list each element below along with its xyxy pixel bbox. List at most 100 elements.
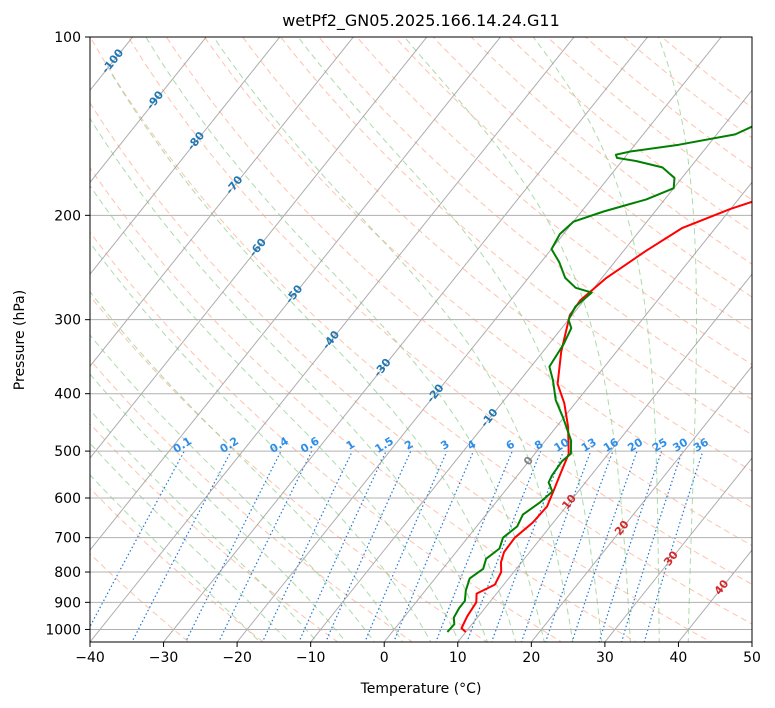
skewed-isotherms	[0, 24, 752, 654]
isotherm-label: -50	[283, 282, 306, 306]
mixing-ratio-line	[90, 450, 185, 628]
moist-adiabat	[90, 442, 290, 642]
dry-adiabat	[90, 166, 638, 642]
isotherm-label: 0	[521, 454, 536, 468]
y-tick-label: 400	[54, 387, 81, 403]
isotherm-line	[90, 37, 575, 642]
dry-adiabat	[356, 37, 752, 366]
isotherm-line	[677, 549, 752, 642]
isotherm-line	[90, 37, 207, 184]
dry-adiabat	[280, 37, 752, 436]
dry-adiabat	[90, 423, 339, 642]
mixing-ratio-line	[393, 450, 475, 642]
isotherm-line	[751, 641, 752, 642]
mixing-ratio-label: 30	[670, 435, 690, 454]
x-tick-label: 20	[522, 650, 540, 666]
isotherm-label: -40	[320, 328, 343, 352]
plot-area: 0.1 0.2 0.4 0.6 1 1.5 2 3 4 6 8 10 13 16 20 25 30 36-100-…	[0, 24, 752, 654]
y-tick-label: 200	[54, 208, 81, 224]
mixing-ratio-label: 4	[465, 437, 479, 452]
moist-adiabat	[90, 474, 261, 642]
mixing-ratio-line	[184, 450, 282, 642]
y-tick-label: 1000	[45, 622, 81, 638]
y-axis-label: Pressure (hPa)	[12, 290, 28, 390]
isotherm-line	[0, 24, 70, 654]
isotherm-label: -30	[371, 356, 394, 380]
chart-title: wetPf2_GN05.2025.166.14.24.G11	[282, 11, 560, 31]
moist-adiabat	[90, 409, 319, 642]
x-tick-label: 40	[670, 650, 688, 666]
mixing-ratio-line	[218, 450, 313, 642]
mixing-ratio-line	[598, 450, 663, 642]
y-tick-label: 300	[54, 313, 81, 329]
isotherm-label: 10	[559, 492, 579, 512]
moist-adiabat	[90, 241, 432, 642]
mixing-ratio-label: 13	[579, 436, 599, 455]
x-tick-label: 30	[596, 650, 614, 666]
y-tick-label: 900	[54, 595, 81, 611]
y-tick-label: 500	[54, 444, 81, 460]
x-tick-label: 50	[743, 650, 761, 666]
dry-adiabat	[90, 295, 488, 642]
isotherm-label: -20	[424, 381, 447, 405]
dry-adiabat	[127, 37, 752, 585]
mixing-ratio-label: 16	[601, 435, 621, 454]
x-axis-ticks: −40 −30 −20 −10 0 10 20 30 40 50	[75, 642, 761, 666]
isotherm-line	[90, 37, 281, 276]
dry-adiabat	[90, 358, 414, 642]
dry-adiabat	[432, 37, 752, 298]
dry-adiabat	[90, 231, 563, 642]
moist-adiabat	[90, 291, 404, 642]
x-tick-label: −20	[222, 650, 252, 666]
isotherm-line	[162, 37, 649, 642]
dry-adiabat	[165, 37, 752, 547]
isotherm-line	[530, 365, 752, 642]
isotherm-line	[310, 89, 752, 642]
y-tick-label: 600	[54, 491, 81, 507]
y-tick-label: 700	[54, 531, 81, 547]
moist-adiabat	[90, 117, 489, 642]
isotherm-line	[90, 37, 428, 459]
temperature-line	[460, 200, 752, 633]
x-tick-label: 10	[449, 650, 467, 666]
dry-adiabat	[508, 37, 752, 233]
moist-adiabat	[532, 37, 660, 642]
isotherm-line	[236, 37, 722, 642]
moist-adiabat	[297, 37, 603, 642]
moist-adiabat	[657, 37, 697, 642]
mixing-ratio-lines	[90, 450, 704, 642]
dry-adiabat	[90, 37, 752, 625]
y-tick-label: 800	[54, 565, 81, 581]
mixing-ratio-label: 1.5	[373, 434, 396, 455]
x-tick-label: 0	[380, 650, 389, 666]
mixing-ratio-line	[544, 450, 614, 642]
dry-adiabat	[90, 101, 712, 642]
mixing-ratio-label: 0.1	[171, 434, 194, 455]
y-tick-label: 100	[54, 30, 81, 46]
mixing-ratio-label: 25	[650, 436, 670, 455]
mixing-ratio-label: 20	[625, 435, 645, 454]
mixing-ratio-label: 1	[344, 438, 357, 453]
line-labels: 0.1 0.2 0.4 0.6 1 1.5 2 3 4 6 8 10 13 16 20 25 30 36-100-…	[99, 46, 732, 597]
dry-adiabat	[318, 37, 752, 400]
isotherm-line	[90, 37, 502, 551]
dry-adiabats	[90, 37, 752, 642]
x-tick-label: −10	[296, 650, 326, 666]
x-axis-label: Temperature (°C)	[360, 681, 482, 697]
mixing-ratio-label: 3	[438, 438, 451, 453]
x-tick-label: −40	[75, 650, 105, 666]
dry-adiabat	[203, 37, 752, 509]
dry-adiabat	[470, 37, 752, 265]
isotherm-line	[90, 37, 354, 368]
pressure-gridlines	[90, 37, 752, 630]
moist-adiabat	[212, 37, 574, 642]
isotherm-line	[604, 457, 752, 642]
moist-adiabat	[90, 184, 460, 642]
dry-adiabat	[90, 553, 190, 642]
y-axis-ticks: 100 200 300 400 500 600 700 800 900 1000	[45, 30, 90, 638]
dry-adiabat	[394, 37, 752, 332]
isotherm-line	[383, 181, 752, 642]
moist-adiabat	[403, 37, 631, 642]
moist-adiabat	[110, 72, 517, 642]
moist-adiabat	[90, 373, 347, 642]
